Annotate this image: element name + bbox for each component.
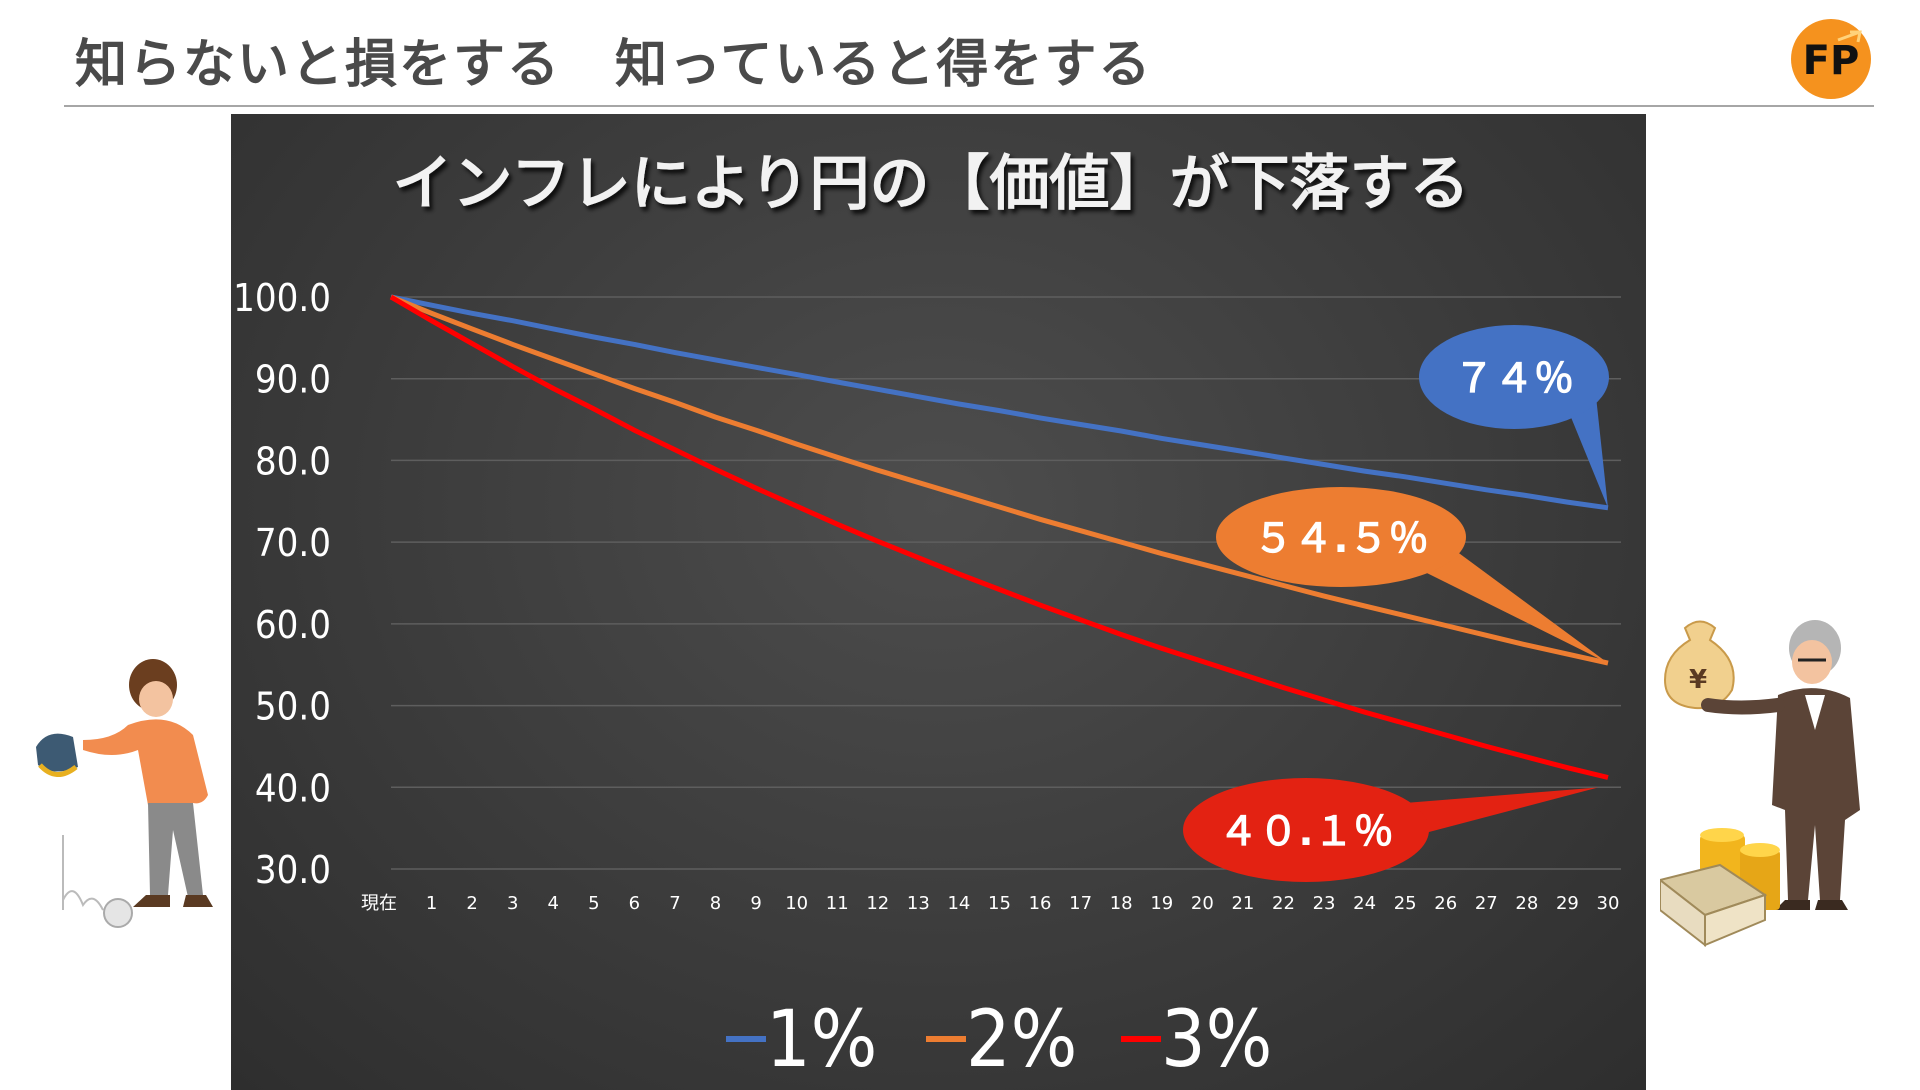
y-tick-label: 90.0 (255, 358, 331, 402)
callout-tail (1392, 787, 1598, 836)
x-tick-label: 30 (1597, 893, 1620, 914)
old-man-face (1792, 640, 1832, 684)
x-tick-label: 14 (947, 893, 970, 914)
man-empty-wallet-illustration (36, 659, 213, 928)
callout-2pct: ５４.５％ (1216, 487, 1608, 664)
x-tick-label: 3 (507, 893, 518, 914)
callout-label: ４０.１％ (1218, 809, 1393, 855)
inflation-line-chart: 100.090.080.070.060.050.040.030.0 現在 1 2 3 4… (233, 149, 1621, 1085)
y-tick-label: 100.0 (233, 276, 331, 320)
x-tick-label: 6 (629, 893, 640, 914)
x-tick-label: 26 (1434, 893, 1457, 914)
y-tick-label: 40.0 (255, 766, 331, 810)
x-tick-label: 27 (1475, 893, 1498, 914)
y-tick-label: 50.0 (255, 685, 331, 729)
callout-1pct: ７４％ (1419, 325, 1609, 508)
chart-panel: 100.0 90.0 80.0 70.0 60.0 50.0 40.0 30.0 現在 1 2 3 4… (231, 114, 1646, 1090)
y-tick-label: 30.0 (255, 848, 331, 892)
yen-symbol: ¥ (1689, 665, 1707, 695)
falling-coin-trail-icon (62, 835, 104, 911)
chart-title: インフレにより円の【価値】が下落する (393, 149, 1470, 219)
header-divider (64, 105, 1874, 107)
series-lines (389, 294, 1609, 780)
x-tick-label: 11 (826, 893, 849, 914)
x-tick-label: 7 (669, 893, 680, 914)
man-pants (148, 803, 203, 897)
old-man-suit (1772, 688, 1860, 900)
grid-lines (391, 296, 1621, 870)
callout-bubble (1183, 778, 1429, 882)
coin-icon (103, 898, 133, 928)
fp-logo: FP (1791, 19, 1871, 99)
x-tick-label: 5 (588, 893, 599, 914)
man-shoes (133, 895, 213, 907)
callout-label: ７４％ (1454, 356, 1574, 402)
series-line-1pct (390, 294, 1609, 511)
x-tick-label: 20 (1191, 893, 1214, 914)
x-tick-label: 29 (1556, 893, 1579, 914)
callouts: ７４％ ５４.５％ ４０.１％ (1183, 325, 1609, 882)
legend-label: 1% (766, 995, 877, 1085)
x-tick-label: 13 (907, 893, 930, 914)
x-tick-label: 12 (866, 893, 889, 914)
x-tick-label: 19 (1150, 893, 1173, 914)
empty-wallet-icon (36, 733, 78, 772)
x-tick-label: 24 (1353, 893, 1376, 914)
man-shirt (83, 719, 208, 805)
y-tick-label: 80.0 (255, 439, 331, 483)
callout-tail (1409, 544, 1608, 664)
x-tick-label: 4 (548, 893, 559, 914)
fp-logo-arrow-icon (1837, 30, 1862, 43)
x-tick-label: 18 (1110, 893, 1133, 914)
callout-bubble (1216, 487, 1466, 587)
y-tick-label: 70.0 (255, 521, 331, 565)
legend-item-2pct: 2% (926, 995, 1077, 1085)
x-tick-label: 22 (1272, 893, 1295, 914)
x-tick-label: 17 (1069, 893, 1092, 914)
fp-logo-circle (1791, 19, 1871, 99)
y-axis-ticks: 100.0 90.0 80.0 70.0 60.0 50.0 40.0 30.0 (233, 276, 331, 892)
old-man-shoes (1775, 900, 1848, 910)
rich-man-illustration: ¥ (1660, 620, 1860, 948)
legend-label: 2% (966, 995, 1077, 1085)
page-title: 知らないと損をする 知っていると得をする (75, 35, 1153, 95)
x-tick-label: 21 (1231, 893, 1254, 914)
x-axis-ticks: 現在 1 2 3 4 5 6 7 8 9 10 11 12 13 14 15 16 17 18 19 20 21 22 23 2… (361, 893, 1619, 914)
x-tick-label: 2 (466, 893, 477, 914)
x-tick-label: 9 (750, 893, 761, 914)
callout-bubble (1419, 325, 1609, 429)
x-tick-label: 16 (1029, 893, 1052, 914)
legend-item-1pct: 1% (726, 995, 877, 1085)
legend-label: 3% (1161, 995, 1272, 1085)
callout-label: ５４.５％ (1253, 516, 1428, 562)
series-line-3pct (389, 294, 1609, 780)
x-tick-label: 1 (426, 893, 437, 914)
legend-item-3pct: 3% (1121, 995, 1272, 1085)
x-tick-label: 10 (785, 893, 808, 914)
x-tick-label: 8 (710, 893, 721, 914)
x-tick-label: 25 (1394, 893, 1417, 914)
x-tick-label: 現在 (361, 893, 397, 914)
x-tick-label: 15 (988, 893, 1011, 914)
x-tick-label: 28 (1515, 893, 1538, 914)
banknote-stack-icon (1660, 863, 1768, 948)
x-tick-label: 23 (1313, 893, 1336, 914)
legend: 1% 2% 3% (726, 995, 1272, 1085)
fp-logo-text: FP (1803, 38, 1860, 84)
y-tick-label: 60.0 (255, 603, 331, 647)
series-line-2pct (390, 294, 1609, 666)
callout-3pct: ４０.１％ (1183, 778, 1598, 882)
